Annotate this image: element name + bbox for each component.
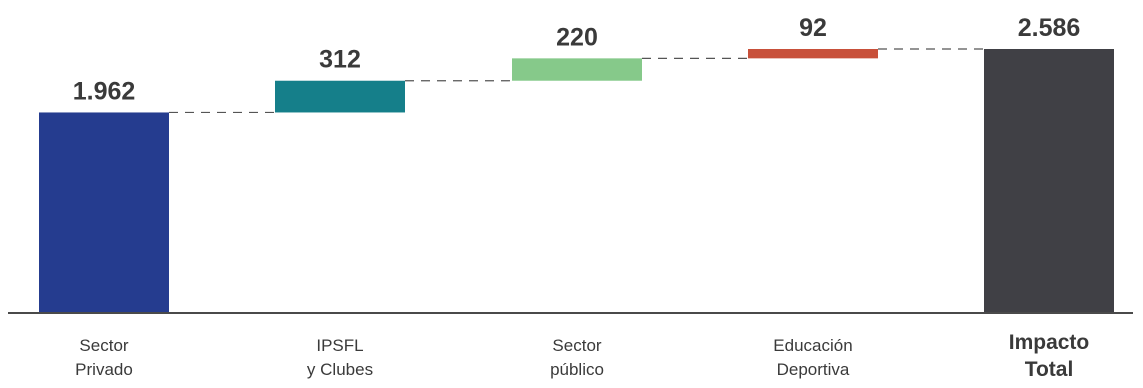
bar — [984, 49, 1114, 312]
x-tick-label: Impacto Total — [1009, 331, 1090, 381]
bar — [275, 80, 405, 113]
bar — [39, 112, 169, 312]
bar — [512, 58, 642, 81]
data-label: 92 — [799, 14, 827, 42]
data-label: 312 — [319, 46, 361, 74]
x-tick-label: Sector público — [550, 336, 604, 379]
x-tick-label: IPSFL y Clubes — [307, 336, 373, 379]
data-label: 2.586 — [1018, 14, 1081, 42]
bar — [748, 49, 878, 59]
data-label: 1.962 — [73, 77, 136, 105]
x-tick-label: Educación Deportiva — [773, 336, 852, 379]
x-tick-label: Sector Privado — [75, 336, 133, 379]
data-label: 220 — [556, 23, 598, 51]
